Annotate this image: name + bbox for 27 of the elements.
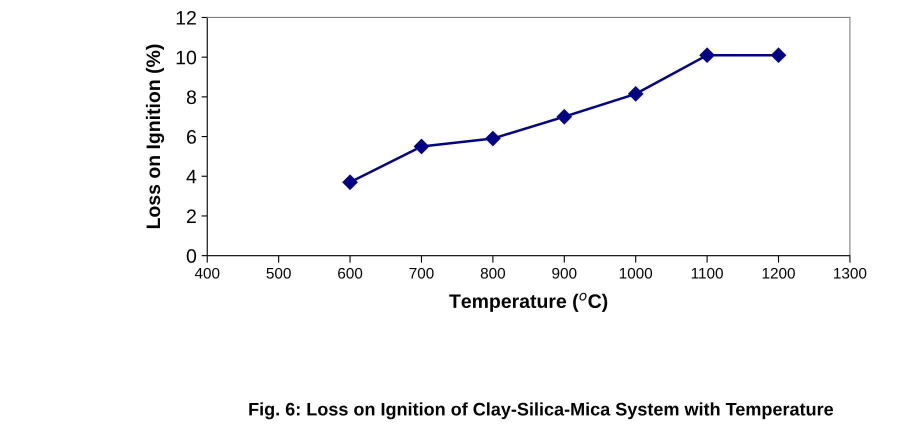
x-tick-label: 1100 [692,268,723,279]
x-axis-title: Temperature ($^{o}$C) [449,292,608,312]
y-axis-title: Loss on Ignition (%) [146,44,164,228]
point [485,130,500,146]
y-tick-label: 2 [187,209,196,223]
x-tick-label: 1200 [762,268,795,279]
y-tick-label: 4 [186,170,196,184]
y-tick-label: 6 [187,130,196,144]
x-tick-label: 600 [338,268,362,279]
y-tick-label: 0 [186,249,196,263]
point [628,86,644,102]
point [700,48,715,63]
x-tick-label: 900 [552,268,576,279]
point [414,138,430,154]
x-tick-label: 800 [480,268,506,279]
point [342,174,358,190]
text: Fig. 6: Loss on Ignition of Clay-Silica-Mica System with Temperature [249,402,834,420]
x-tick-label: 400 [194,268,220,279]
x-tick-label: 1000 [620,268,652,279]
point [556,109,572,124]
y-tick-label: 10 [176,50,196,64]
x-tick-label: 700 [410,268,434,279]
x-tick-label: 500 [266,268,291,279]
point [770,48,786,63]
y-tick-label: 12 [176,10,196,25]
x-tick-label: 1300 [834,268,866,279]
y-tick-label: 8 [186,90,196,104]
